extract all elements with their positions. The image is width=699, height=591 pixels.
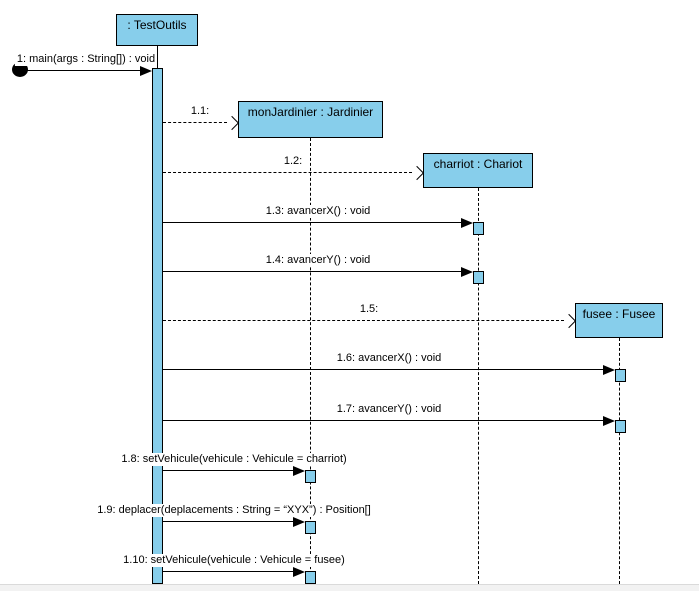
- object-box-charriot[interactable]: charriot : Chariot: [423, 153, 533, 188]
- message-1.1-line[interactable]: [163, 122, 227, 123]
- open-arrowhead-icon: [409, 165, 425, 181]
- activation-fusee-2[interactable]: [615, 420, 626, 433]
- activation-charriot-1[interactable]: [473, 222, 484, 235]
- activation-monjardinier-1[interactable]: [305, 470, 316, 483]
- object-label-testoutils: : TestOutils: [127, 18, 187, 32]
- message-1-line[interactable]: [22, 70, 141, 71]
- message-1.9-label[interactable]: 1.9: deplacer(deplacements : String = “X…: [95, 504, 373, 517]
- message-1.4-line[interactable]: [163, 271, 462, 272]
- lifeline-testoutils-stub: [157, 46, 158, 68]
- object-label-monjardinier: monJardinier : Jardinier: [247, 105, 374, 119]
- arrowhead-icon: [293, 466, 305, 476]
- message-1.6-label[interactable]: 1.6: avancerX() : void: [334, 352, 444, 365]
- message-1.7-line[interactable]: [163, 420, 604, 421]
- message-1.10-line[interactable]: [163, 571, 294, 572]
- message-1.7-label[interactable]: 1.7: avancerY() : void: [334, 403, 444, 416]
- message-1.6-line[interactable]: [163, 369, 604, 370]
- message-1.2-line[interactable]: [163, 172, 412, 173]
- message-1-label[interactable]: 1: main(args : String[]) : void: [14, 53, 158, 66]
- arrowhead-icon: [293, 567, 305, 577]
- arrowhead-icon: [461, 267, 473, 277]
- message-1.5-label[interactable]: 1.5:: [357, 303, 381, 316]
- message-1.1-label[interactable]: 1.1:: [188, 105, 212, 118]
- arrowhead-icon: [140, 66, 152, 76]
- message-1.3-line[interactable]: [163, 222, 462, 223]
- arrowhead-icon: [603, 365, 615, 375]
- lifeline-charriot: [478, 188, 479, 584]
- object-label-charriot: charriot : Chariot: [433, 157, 523, 171]
- arrowhead-icon: [293, 517, 305, 527]
- object-box-fusee[interactable]: fusee : Fusee: [575, 303, 663, 338]
- activation-monjardinier-2[interactable]: [305, 521, 316, 534]
- open-arrowhead-icon: [224, 115, 240, 131]
- open-arrowhead-icon: [561, 313, 577, 329]
- message-1.10-label[interactable]: 1.10: setVehicule(vehicule : Vehicule = …: [121, 554, 347, 567]
- object-label-fusee: fusee : Fusee: [582, 307, 656, 321]
- message-1.5-line[interactable]: [163, 320, 564, 321]
- lifeline-fusee: [619, 338, 620, 584]
- activation-charriot-2[interactable]: [473, 271, 484, 284]
- activation-testoutils-main[interactable]: [152, 68, 163, 584]
- object-box-monjardinier[interactable]: monJardinier : Jardinier: [238, 101, 383, 138]
- message-1.8-line[interactable]: [163, 470, 294, 471]
- arrowhead-icon: [461, 218, 473, 228]
- message-1.9-line[interactable]: [163, 521, 294, 522]
- bottom-window-edge: [0, 584, 699, 591]
- arrowhead-icon: [603, 416, 615, 426]
- activation-fusee-1[interactable]: [615, 369, 626, 382]
- activation-monjardinier-3[interactable]: [305, 571, 316, 584]
- object-box-testoutils[interactable]: : TestOutils: [116, 14, 198, 46]
- message-1.8-label[interactable]: 1.8: setVehicule(vehicule : Vehicule = c…: [119, 453, 349, 466]
- message-1.3-label[interactable]: 1.3: avancerX() : void: [263, 205, 373, 218]
- lifeline-monjardinier: [310, 138, 311, 584]
- message-1.4-label[interactable]: 1.4: avancerY() : void: [263, 254, 373, 267]
- message-1.2-label[interactable]: 1.2:: [281, 155, 305, 168]
